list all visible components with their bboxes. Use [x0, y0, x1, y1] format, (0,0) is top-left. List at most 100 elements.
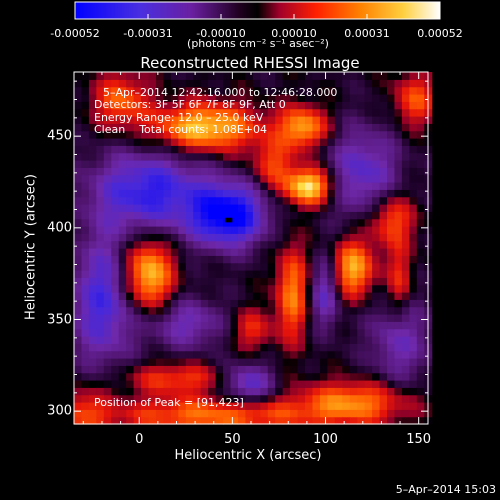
heatmap-cell: [305, 116, 314, 124]
heatmap-cell: [342, 211, 351, 220]
heatmap-cell: [193, 387, 202, 396]
heatmap-cell: [275, 196, 284, 205]
heatmap-cell: [312, 86, 321, 95]
heatmap-cell: [148, 277, 157, 286]
heatmap-cell: [103, 328, 112, 337]
heatmap-cell: [334, 233, 343, 242]
heatmap-cell: [178, 108, 187, 117]
heatmap-cell: [111, 372, 120, 381]
heatmap-cell: [74, 394, 83, 403]
heatmap-cell: [349, 189, 358, 198]
heatmap-cell: [342, 277, 351, 286]
heatmap-cell: [96, 145, 105, 154]
heatmap-cell: [342, 248, 351, 256]
heatmap-cell: [290, 108, 299, 117]
heatmap-cell: [170, 233, 179, 242]
heatmap-cell: [111, 255, 120, 264]
heatmap-cell: [126, 306, 135, 315]
heatmap-cell: [379, 277, 388, 286]
heatmap-cell: [394, 394, 403, 403]
heatmap-cell: [170, 152, 179, 161]
heatmap-cell: [245, 138, 254, 146]
heatmap-cell: [409, 167, 418, 176]
heatmap-cell: [185, 248, 194, 256]
heatmap-cell: [401, 387, 410, 396]
heatmap-cell: [260, 86, 269, 95]
heatmap-cell: [387, 336, 396, 344]
heatmap-cell: [409, 72, 418, 80]
heatmap-cell: [357, 240, 366, 249]
heatmap-cell: [297, 204, 306, 212]
heatmap-cell: [74, 218, 83, 227]
heatmap-cell: [364, 306, 373, 315]
heatmap-cell: [267, 226, 276, 234]
heatmap-cell: [111, 270, 120, 278]
heatmap-cell: [260, 123, 269, 132]
heatmap-cell: [312, 255, 321, 264]
heatmap-cell: [245, 174, 254, 183]
heatmap-cell: [178, 79, 187, 88]
heatmap-cell: [170, 86, 179, 95]
heatmap-cell: [118, 72, 127, 80]
heatmap-cell: [267, 321, 276, 330]
heatmap-cell: [133, 299, 142, 308]
heatmap-cell: [364, 108, 373, 117]
heatmap-cell: [267, 189, 276, 198]
heatmap-cell: [208, 358, 217, 366]
heatmap-cell: [401, 328, 410, 337]
heatmap-cell: [81, 182, 90, 190]
heatmap-cell: [267, 416, 276, 425]
heatmap-cell: [185, 226, 194, 234]
heatmap-cell: [379, 387, 388, 396]
heatmap-cell: [133, 204, 142, 212]
heatmap-cell: [401, 86, 410, 95]
heatmap-cell: [88, 160, 97, 168]
heatmap-cell: [416, 343, 425, 352]
heatmap-cell: [215, 336, 224, 344]
heatmap-cell: [103, 167, 112, 176]
heatmap-cell: [178, 321, 187, 330]
heatmap-cell: [409, 380, 418, 388]
heatmap-cell: [200, 394, 209, 403]
heatmap-cell: [260, 306, 269, 315]
heatmap-cell: [155, 182, 165, 190]
heatmap-cell: [88, 314, 97, 322]
heatmap-cell: [394, 233, 403, 242]
heatmap-cell: [163, 365, 172, 374]
heatmap-cell: [312, 211, 321, 220]
heatmap-cell: [282, 248, 291, 256]
heatmap-cell: [275, 292, 284, 300]
heatmap-cell: [267, 174, 276, 183]
heatmap-cell: [163, 167, 172, 176]
heatmap-cell: [193, 211, 202, 220]
heatmap-cell: [252, 116, 261, 124]
heatmap-cell: [208, 86, 217, 95]
heatmap-cell: [163, 321, 172, 330]
heatmap-cell: [416, 299, 425, 308]
heatmap-cell: [327, 277, 336, 286]
heatmap-cell: [193, 101, 202, 110]
heatmap-cell: [230, 233, 239, 242]
heatmap-cell: [163, 314, 172, 322]
heatmap-cell: [88, 145, 97, 154]
heatmap-cell: [178, 123, 187, 132]
heatmap-cell: [312, 116, 321, 124]
heatmap-cell: [282, 160, 291, 168]
heatmap-cell: [245, 145, 254, 154]
heatmap-cell: [141, 152, 150, 161]
peak-marker: [224, 217, 233, 223]
heatmap-cell: [252, 182, 261, 190]
heatmap-cell: [81, 108, 90, 117]
heatmap-cell: [349, 72, 358, 80]
heatmap-cell: [193, 218, 202, 227]
heatmap-cell: [290, 270, 299, 278]
heatmap-cell: [163, 387, 172, 396]
heatmap-cell: [252, 321, 261, 330]
heatmap-cell: [312, 101, 321, 110]
heatmap-cell: [290, 255, 299, 264]
heatmap-cell: [334, 262, 343, 271]
heatmap-cell: [349, 350, 358, 359]
heatmap-cell: [379, 306, 388, 315]
heatmap-cell: [163, 409, 172, 418]
heatmap-cell: [364, 416, 373, 425]
